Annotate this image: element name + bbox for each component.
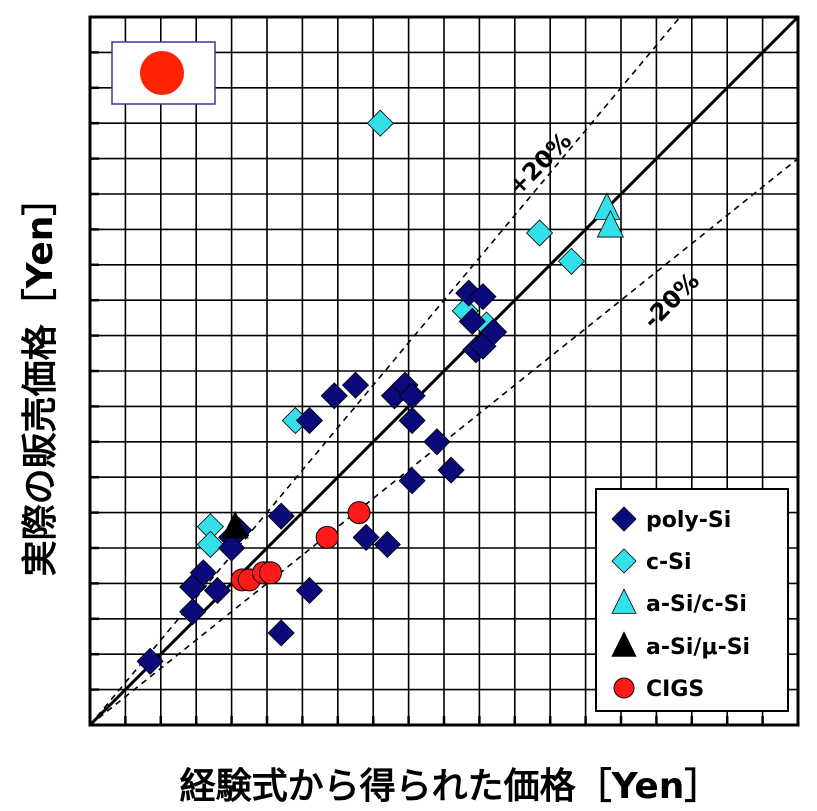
point-poly-si <box>179 598 207 626</box>
point-poly-si <box>437 456 465 484</box>
point-c-si <box>366 109 394 137</box>
legend-marker-a-si-μ-si <box>611 631 637 657</box>
parity-line <box>88 15 800 727</box>
legend-label-cigs: CIGS <box>646 677 704 702</box>
legend-label-c-si: c-Si <box>646 550 692 575</box>
point-poly-si <box>469 283 497 311</box>
y-axis-title: 実際の販売価格［Yen］ <box>20 180 61 577</box>
point-poly-si <box>373 530 401 559</box>
legend-label-a-si-μ-si: a-Si/μ-Si <box>646 635 750 660</box>
point-c-si <box>557 247 586 275</box>
legend-marker-poly-si <box>611 506 637 532</box>
point-poly-si <box>218 534 246 562</box>
point-c-si <box>196 530 224 559</box>
point-poly-si <box>189 559 217 587</box>
plus-20-percent-label: +20% <box>502 127 577 202</box>
point-poly-si <box>352 523 380 551</box>
point-poly-si <box>398 406 426 435</box>
legend-marker-cigs <box>613 677 635 699</box>
point-cigs <box>315 525 339 549</box>
point-poly-si <box>295 406 324 435</box>
point-poly-si <box>458 307 486 336</box>
point-cigs <box>259 561 283 585</box>
point-c-si <box>526 219 554 247</box>
point-poly-si <box>267 502 295 530</box>
legend-marker-a-si-c-si <box>611 588 637 614</box>
point-a-si-μ-si <box>221 510 249 539</box>
point-poly-si <box>479 318 508 346</box>
point-poly-si <box>267 619 295 647</box>
japan-flag-icon <box>111 41 216 105</box>
legend-label-poly-si: poly-Si <box>646 508 731 533</box>
point-poly-si <box>398 467 426 495</box>
point-poly-si <box>203 576 232 605</box>
point-poly-si <box>136 647 164 675</box>
data-points <box>136 109 625 675</box>
point-poly-si <box>341 371 370 399</box>
point-a-si-c-si <box>596 210 625 238</box>
legend: poly-Si c-Si a-Si/c-Si a-Si/μ-Si CIGS <box>595 488 789 712</box>
point-poly-si <box>423 428 451 456</box>
point-poly-si <box>320 382 348 410</box>
grid <box>90 17 798 725</box>
x-axis-title: 経験式から得られた価格［Yen］ <box>180 766 721 807</box>
point-cigs <box>347 501 371 525</box>
plot-frame <box>88 15 800 727</box>
legend-marker-c-si <box>611 548 637 574</box>
point-poly-si <box>295 576 324 605</box>
legend-label-a-si-c-si: a-Si/c-Si <box>646 592 747 617</box>
